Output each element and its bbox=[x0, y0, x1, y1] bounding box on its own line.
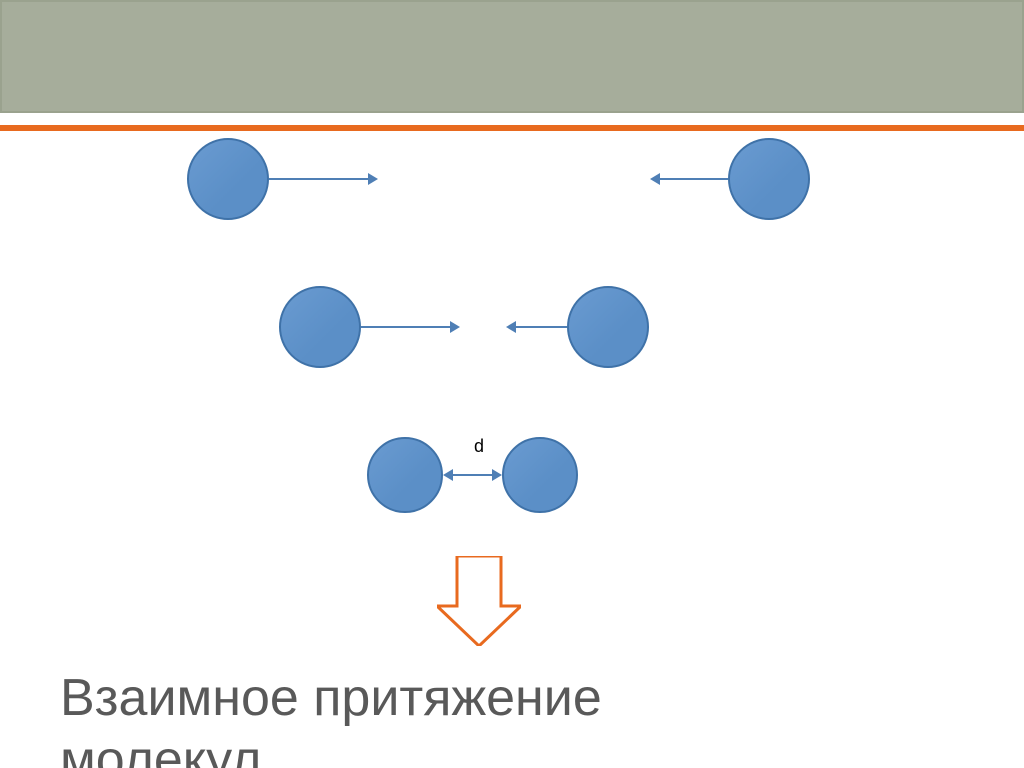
slide-title-line1: Взаимное притяжение bbox=[60, 668, 602, 728]
orange-divider bbox=[0, 125, 1024, 131]
molecule-circle-row1-right bbox=[567, 286, 649, 368]
arrow-row2-double-head bbox=[492, 469, 502, 481]
molecule-circle-row2-left bbox=[367, 437, 443, 513]
arrow-row2-double-head bbox=[443, 469, 453, 481]
molecule-circle-row1-left bbox=[279, 286, 361, 368]
arrow-row0-left-line bbox=[269, 178, 368, 180]
arrow-row1-right-head bbox=[506, 321, 516, 333]
arrow-row2-double-line bbox=[453, 474, 492, 476]
molecule-circle-row0-left bbox=[187, 138, 269, 220]
arrow-row1-left-head bbox=[450, 321, 460, 333]
diagram-stage: d Взаимное притяжение молекул bbox=[0, 0, 1024, 768]
molecule-circle-row2-right bbox=[502, 437, 578, 513]
arrow-row0-left-head bbox=[368, 173, 378, 185]
arrow-row0-right-line bbox=[660, 178, 728, 180]
down-arrow-icon bbox=[437, 556, 521, 646]
distance-label: d bbox=[474, 436, 484, 457]
top-banner bbox=[0, 0, 1024, 113]
arrow-row1-left-line bbox=[361, 326, 450, 328]
molecule-circle-row0-right bbox=[728, 138, 810, 220]
arrow-row0-right-head bbox=[650, 173, 660, 185]
arrow-row1-right-line bbox=[516, 326, 567, 328]
slide-title-line2: молекул bbox=[60, 730, 261, 768]
